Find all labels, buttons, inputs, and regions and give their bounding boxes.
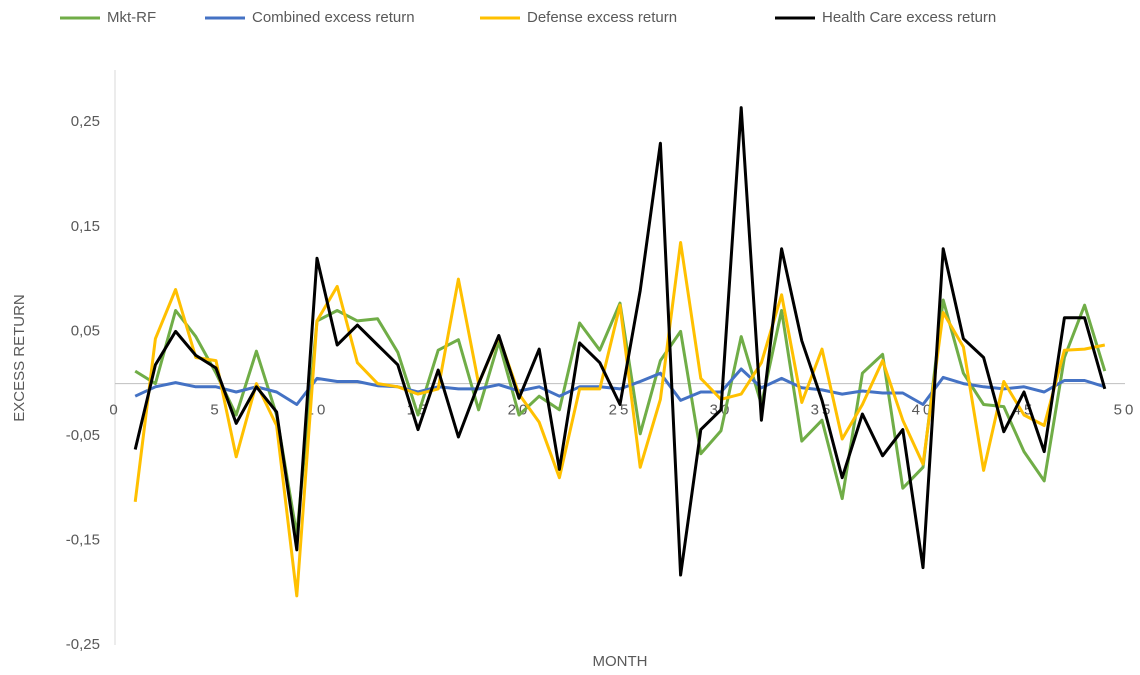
series-line [133, 241, 1106, 598]
legend-label: Combined excess return [252, 9, 415, 26]
legend-label: Mkt-RF [107, 9, 156, 26]
y-tick-label: -0,15 [66, 531, 100, 548]
x-tick-label: 50 [1114, 402, 1137, 419]
y-tick-label: -0,25 [66, 636, 100, 653]
y-tick-label: 0,15 [71, 218, 100, 235]
series-line [133, 106, 1107, 577]
y-tick-label: 0,05 [71, 322, 100, 339]
y-axis-title: EXCESS RETURN [11, 294, 28, 422]
x-tick-label: 40 [912, 402, 935, 419]
legend-label: Defense excess return [527, 9, 677, 26]
x-tick-label: 5 [210, 402, 221, 419]
x-axis-title: MONTH [593, 653, 648, 670]
legend-label: Health Care excess return [822, 9, 996, 26]
y-tick-label: 0,25 [71, 113, 100, 130]
series-line [134, 367, 1106, 406]
y-tick-label: -0,05 [66, 427, 100, 444]
x-tick-label: 0 [109, 402, 120, 419]
x-tick-label: 25 [609, 402, 632, 419]
